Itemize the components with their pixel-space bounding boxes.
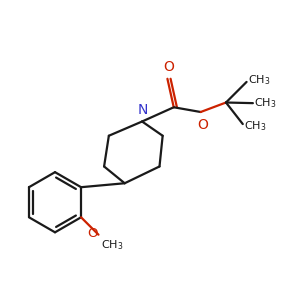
Text: O: O <box>163 60 174 74</box>
Text: CH$_3$: CH$_3$ <box>248 74 271 87</box>
Text: CH$_3$: CH$_3$ <box>244 119 267 133</box>
Text: CH$_3$: CH$_3$ <box>254 96 277 110</box>
Text: CH$_3$: CH$_3$ <box>101 238 124 252</box>
Text: O: O <box>87 227 98 240</box>
Text: N: N <box>137 103 148 117</box>
Text: O: O <box>197 118 208 132</box>
